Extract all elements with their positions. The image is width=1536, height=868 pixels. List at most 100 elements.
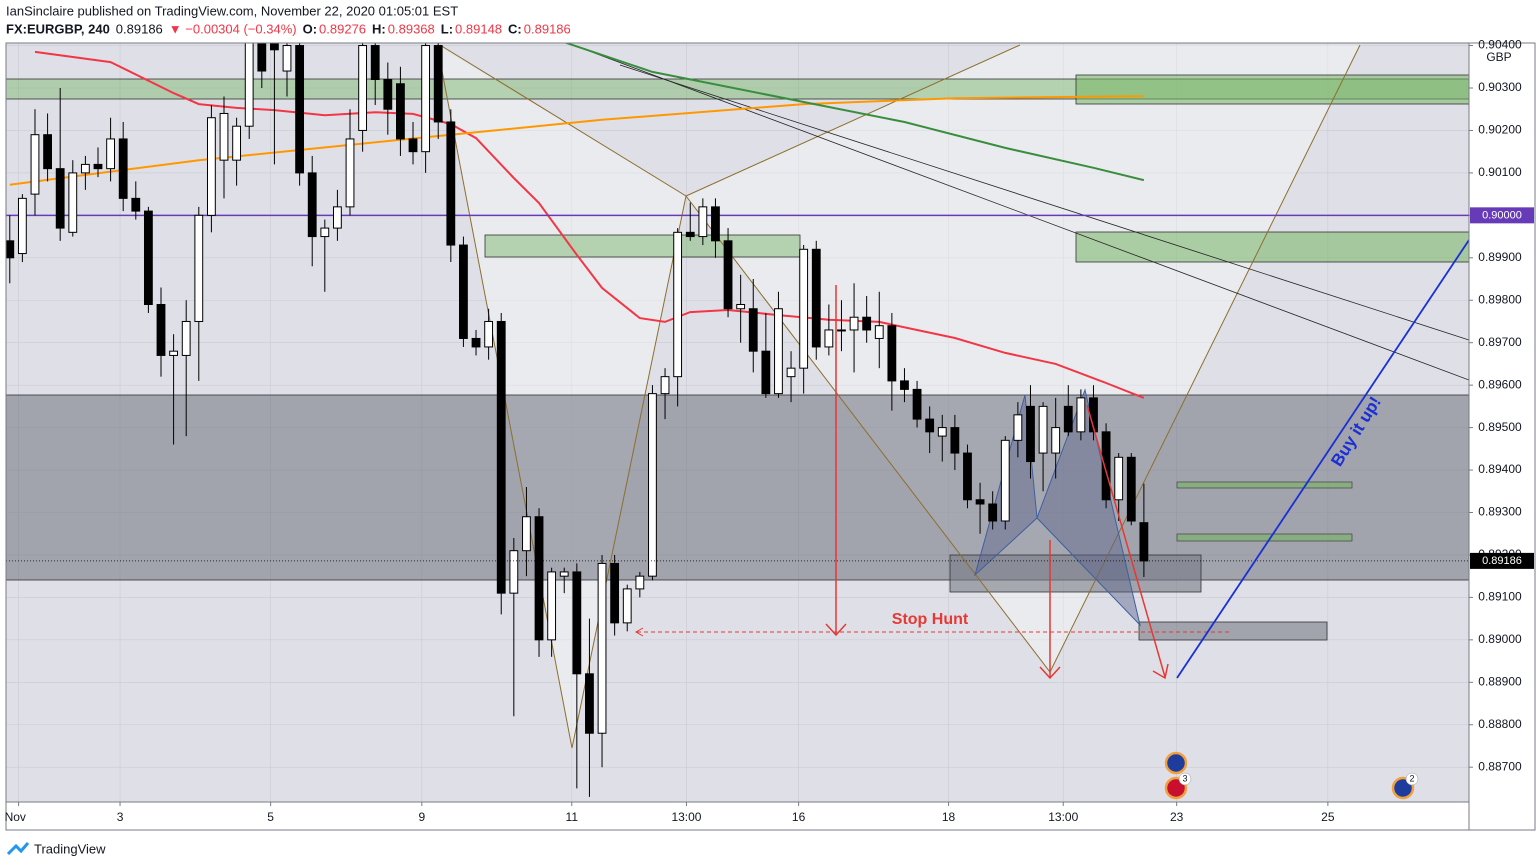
candle-body — [799, 248, 809, 369]
plot — [6, 43, 1469, 797]
candle-body — [269, 43, 279, 51]
x-tick-label: 13:00 — [671, 810, 701, 824]
candle-body — [811, 248, 821, 348]
candle-body — [786, 367, 796, 378]
candle-body — [912, 388, 922, 420]
candle-body — [711, 206, 720, 242]
candle-body — [648, 393, 657, 577]
candle-body — [396, 83, 405, 140]
header-item: 0.89186 — [524, 21, 571, 36]
arrow-head — [1039, 666, 1061, 680]
candle-body — [1013, 414, 1023, 441]
x-tick-label: 5 — [267, 810, 274, 824]
event-icon[interactable] — [1164, 751, 1188, 775]
pattern-line — [439, 44, 1361, 673]
candle-body — [761, 350, 771, 395]
candle-body — [597, 562, 607, 734]
candle-body — [685, 231, 695, 238]
candle-body — [93, 163, 103, 170]
candle-body — [874, 325, 884, 339]
candle-body — [257, 43, 267, 72]
candle-body — [622, 588, 632, 624]
candle-body — [1139, 522, 1149, 562]
candle-body — [1000, 439, 1010, 522]
candle-body — [43, 134, 52, 170]
candle-body — [900, 380, 909, 390]
y-tick-label: 0.88800 — [1478, 717, 1522, 731]
candle-body — [660, 376, 670, 395]
arrow-head — [634, 627, 644, 637]
candle-body — [131, 197, 141, 212]
y-tick-label: 0.89400 — [1478, 462, 1522, 476]
moving-average — [563, 43, 1145, 182]
candle-body — [496, 320, 506, 594]
green-zone — [484, 234, 801, 258]
y-tick-label: 0.89000 — [1478, 632, 1522, 646]
header-item: L: — [441, 21, 453, 36]
green-zone — [1075, 74, 1469, 105]
candle-body — [1076, 397, 1086, 433]
candle-body — [1051, 427, 1061, 454]
candle-body — [421, 45, 431, 153]
candle-body — [1126, 456, 1136, 522]
candle-body — [736, 303, 746, 310]
candle-body — [459, 244, 468, 339]
green-box — [1176, 533, 1353, 542]
x-tick-label: 18 — [942, 810, 956, 824]
candle-body — [6, 240, 15, 259]
brand-logo — [6, 842, 30, 856]
candle-body — [333, 206, 342, 229]
y-tick-label: 0.89500 — [1478, 420, 1522, 434]
gray-box — [949, 554, 1202, 593]
candle-body — [547, 571, 557, 641]
candle-body — [80, 163, 90, 174]
candle-body — [950, 427, 960, 454]
candle-body — [975, 499, 985, 505]
y-tick-label: 0.89800 — [1478, 292, 1522, 306]
candle-body — [1038, 405, 1048, 454]
candle-body — [358, 45, 368, 131]
header-title: IanSinclaire published on TradingView.co… — [6, 3, 458, 18]
candle-body — [522, 516, 531, 552]
harmonic-pattern — [974, 388, 1141, 627]
y-tick-label: 0.88900 — [1478, 674, 1522, 688]
candle-body — [30, 134, 40, 195]
header-item: 0.89276 — [319, 21, 366, 36]
last-price-label: 0.89186 — [1482, 555, 1522, 567]
candle-body — [55, 168, 65, 229]
y-tick-label: 0.90400 — [1478, 38, 1522, 52]
candle-body — [17, 197, 27, 255]
y-tick-label: 0.89300 — [1478, 505, 1522, 519]
price-label-bg — [1470, 207, 1534, 224]
candle-body — [723, 240, 733, 310]
trend-line — [566, 43, 1469, 381]
candle-body — [774, 308, 783, 395]
candle-body — [484, 320, 494, 348]
moving-average — [9, 95, 1144, 186]
candle-body — [295, 45, 305, 174]
candle-body — [559, 571, 569, 577]
candle-body — [282, 45, 292, 72]
y-axis-frame — [1468, 42, 1536, 831]
candle-body — [471, 337, 481, 348]
candle-body — [408, 138, 418, 153]
candle-body — [181, 320, 191, 356]
moving-average — [34, 50, 1145, 399]
candle-body — [68, 172, 78, 233]
candle-body — [383, 79, 393, 110]
y-tick-label: 0.89900 — [1478, 250, 1522, 264]
candle-body — [824, 329, 834, 348]
y-tick-label: 0.90200 — [1478, 123, 1522, 137]
candle-body — [673, 231, 683, 378]
candle-body — [446, 121, 456, 246]
y-tick-label: 0.88700 — [1478, 759, 1522, 773]
price-label: 0.90000 — [1482, 209, 1522, 221]
candle-body — [169, 350, 179, 356]
x-tick-label: 3 — [117, 810, 124, 824]
x-tick-label: 23 — [1170, 810, 1184, 824]
candle-body — [1101, 431, 1111, 501]
candle-body — [194, 214, 204, 322]
candle-body — [244, 43, 254, 127]
candle-body — [988, 503, 998, 522]
candle-body — [345, 138, 355, 208]
